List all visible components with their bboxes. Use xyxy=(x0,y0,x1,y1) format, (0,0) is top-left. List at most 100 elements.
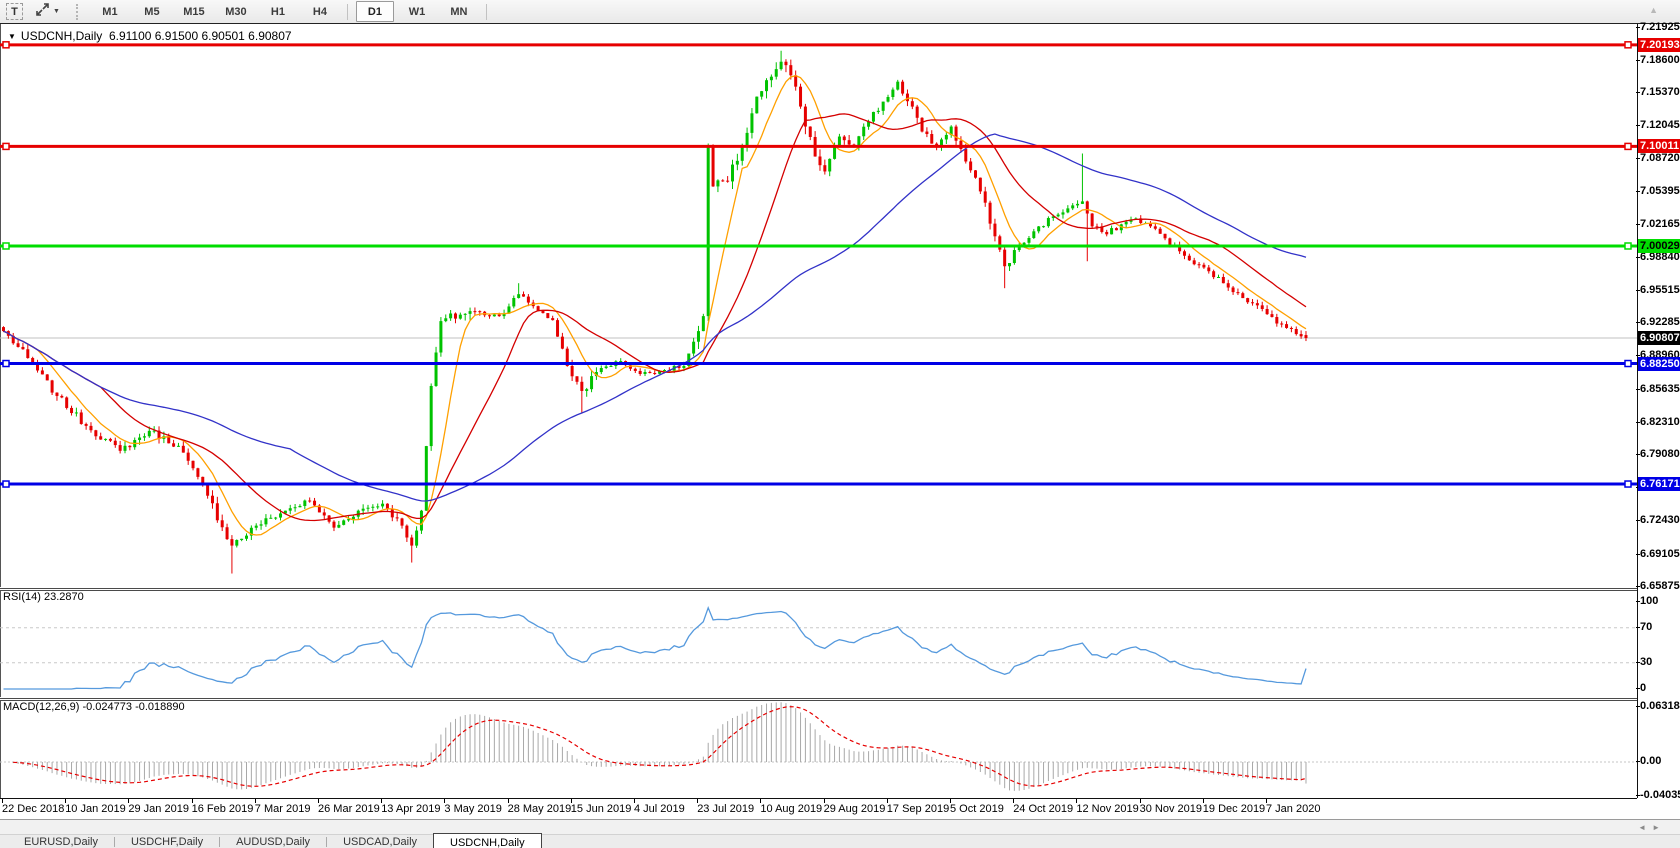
rsi-chart[interactable] xyxy=(0,589,1637,697)
tab-usdchf[interactable]: USDCHF,Daily xyxy=(130,836,204,848)
axis-tick-label: 6.82310 xyxy=(1636,416,1680,428)
date-axis[interactable]: 22 Dec 2018 10 Jan 2019 29 Jan 2019 16 Feb … xyxy=(0,799,1680,820)
current-price-badge: 6.90807 xyxy=(1638,331,1680,345)
axis-tick-label: 7.02165 xyxy=(1636,218,1680,230)
chart-tab-bar: EURUSD,Daily USDCHF,Daily AUDUSD,Daily USDC… xyxy=(0,833,1680,848)
date-label: 13 Apr 2019 xyxy=(381,803,441,815)
date-label: 10 Jan 2019 xyxy=(65,803,126,815)
timeframe-button-m30[interactable]: M30 xyxy=(225,5,247,18)
tab-audusd[interactable]: AUDUSD,Daily xyxy=(236,836,311,848)
date-tick-mark xyxy=(1202,799,1204,803)
date-label: 29 Aug 2019 xyxy=(823,803,886,815)
date-tick-mark xyxy=(128,799,130,803)
date-tick-mark xyxy=(318,799,319,803)
tab-eurusd[interactable]: EURUSD,Daily xyxy=(24,836,98,848)
scroll-up-icon[interactable]: ▲ xyxy=(1649,5,1658,15)
date-label: 15 Jun 2019 xyxy=(570,803,632,815)
date-tick-mark xyxy=(760,799,762,803)
date-label: 3 May 2019 xyxy=(444,803,502,815)
axis-tick-label: 6.85635 xyxy=(1636,383,1680,395)
date-tick-mark xyxy=(191,799,193,803)
timeframe-buttons: M1 M5 M15 M30 H1 H4 D1 W1 MN xyxy=(89,1,480,22)
date-label: 23 Jul 2019 xyxy=(697,803,755,815)
tile-windows-button[interactable]: ▼ xyxy=(30,1,65,23)
tab-usdcnh[interactable]: USDCNH,Daily xyxy=(433,833,542,848)
axis-tick-mark xyxy=(1636,421,1640,423)
level-price-badge: 6.76171 xyxy=(1638,477,1680,492)
chart-window: ▼ USDCNH,Daily 6.91100 6.91500 6.90501 6.… xyxy=(0,21,1680,820)
axis-tick-label: 0.00 xyxy=(1636,755,1661,767)
axis-tick-mark xyxy=(1636,223,1640,225)
main-pane: ▼ USDCNH,Daily 6.91100 6.91500 6.90501 6.… xyxy=(0,25,1637,587)
horizontal-scrollbar[interactable]: ◄► xyxy=(0,820,1680,834)
pane-separator[interactable] xyxy=(0,587,1637,591)
macd-pane: MACD(12,26,9) -0.024773 -0.018890 xyxy=(0,699,1637,798)
axis-tick-mark xyxy=(1636,600,1640,602)
rsi-pane: RSI(14) 23.2870 xyxy=(0,589,1637,697)
axis-tick-label: 70 xyxy=(1636,621,1652,633)
date-label: 5 Oct 2019 xyxy=(950,803,1004,815)
scroll-left-icon[interactable]: ◄ xyxy=(1638,823,1653,832)
axis-tick-label: 6.98840 xyxy=(1636,251,1680,263)
axis-tick-mark xyxy=(1636,585,1640,587)
axis-tick-mark xyxy=(1636,322,1640,324)
plot-left-border xyxy=(0,24,1,798)
text-label-tool-button[interactable]: T xyxy=(1,1,28,23)
timeframe-button-d1[interactable]: D1 xyxy=(355,1,394,22)
axis-tick-mark xyxy=(1636,626,1640,628)
timeframe-button-mn[interactable]: MN xyxy=(450,5,468,18)
tab-usdcad[interactable]: USDCAD,Daily xyxy=(343,836,418,848)
axis-tick-label: 7.15370 xyxy=(1636,86,1680,98)
scroll-arrows[interactable]: ◄► xyxy=(1638,823,1666,832)
axis-tick-mark xyxy=(1636,661,1640,663)
timeframe-button-h4[interactable]: H4 xyxy=(312,5,327,18)
date-tick-mark xyxy=(1076,799,1078,803)
date-label: 4 Jul 2019 xyxy=(634,803,685,815)
price-axis[interactable]: 7.21925 7.18600 7.15370 7.12045 7.08720 7.053… xyxy=(1636,21,1680,820)
pane-separator[interactable] xyxy=(0,697,1637,701)
date-tick-mark xyxy=(254,799,256,803)
level-price-badge: 7.20193 xyxy=(1638,37,1680,52)
macd-chart[interactable] xyxy=(0,699,1637,798)
axis-tick-mark xyxy=(1636,688,1640,689)
date-label: 7 Jan 2020 xyxy=(1266,803,1321,815)
axis-tick-label: 7.05395 xyxy=(1636,185,1680,197)
level-price-badge: 7.00029 xyxy=(1638,238,1680,253)
axis-tick-label: 6.95515 xyxy=(1636,284,1680,296)
date-label: 16 Feb 2019 xyxy=(191,803,254,815)
axis-tick-mark xyxy=(1636,761,1640,762)
date-tick-mark xyxy=(823,799,825,803)
axis-tick-label: 6.69105 xyxy=(1636,548,1680,560)
timeframe-button-w1[interactable]: W1 xyxy=(408,5,426,18)
rsi-label: RSI(14) 23.2870 xyxy=(3,591,84,603)
collapse-triangle-icon[interactable]: ▼ xyxy=(8,32,16,41)
axis-tick-label: 100 xyxy=(1636,595,1658,607)
date-tick-mark xyxy=(381,799,383,803)
date-tick-mark xyxy=(65,799,67,803)
toolbar: T ▼ M1 M5 M15 M30 H1 H4 D1 W1 MN ▲ xyxy=(0,0,1680,24)
candlestick-chart[interactable] xyxy=(0,25,1637,587)
date-tick-mark xyxy=(2,799,3,803)
level-price-badge: 7.10011 xyxy=(1638,139,1680,154)
timeframe-button-h1[interactable]: H1 xyxy=(270,5,285,18)
timeframe-button-m1[interactable]: M1 xyxy=(102,5,118,18)
axis-tick-label: 6.65875 xyxy=(1636,580,1680,592)
timeframe-button-m15[interactable]: M15 xyxy=(183,5,205,18)
axis-tick-mark xyxy=(1636,454,1640,455)
date-tick-mark xyxy=(1013,799,1015,803)
timeframe-button-m5[interactable]: M5 xyxy=(144,5,160,18)
axis-tick-label: 0 xyxy=(1636,682,1646,694)
date-tick-mark xyxy=(886,799,888,803)
scroll-right-icon[interactable]: ► xyxy=(1652,823,1666,832)
date-label: 12 Nov 2019 xyxy=(1076,803,1139,815)
date-label: 10 Aug 2019 xyxy=(760,803,823,815)
macd-label: MACD(12,26,9) -0.024773 -0.018890 xyxy=(3,701,185,713)
date-tick-mark xyxy=(507,799,509,803)
toolbar-separator xyxy=(485,3,487,20)
axis-tick-mark xyxy=(1636,388,1640,390)
axis-tick-mark xyxy=(1636,256,1640,258)
window-bottom-border xyxy=(0,819,1680,820)
toolbar-grip xyxy=(75,3,83,20)
axis-tick-mark xyxy=(1636,26,1640,28)
date-label: 29 Jan 2019 xyxy=(128,803,189,815)
